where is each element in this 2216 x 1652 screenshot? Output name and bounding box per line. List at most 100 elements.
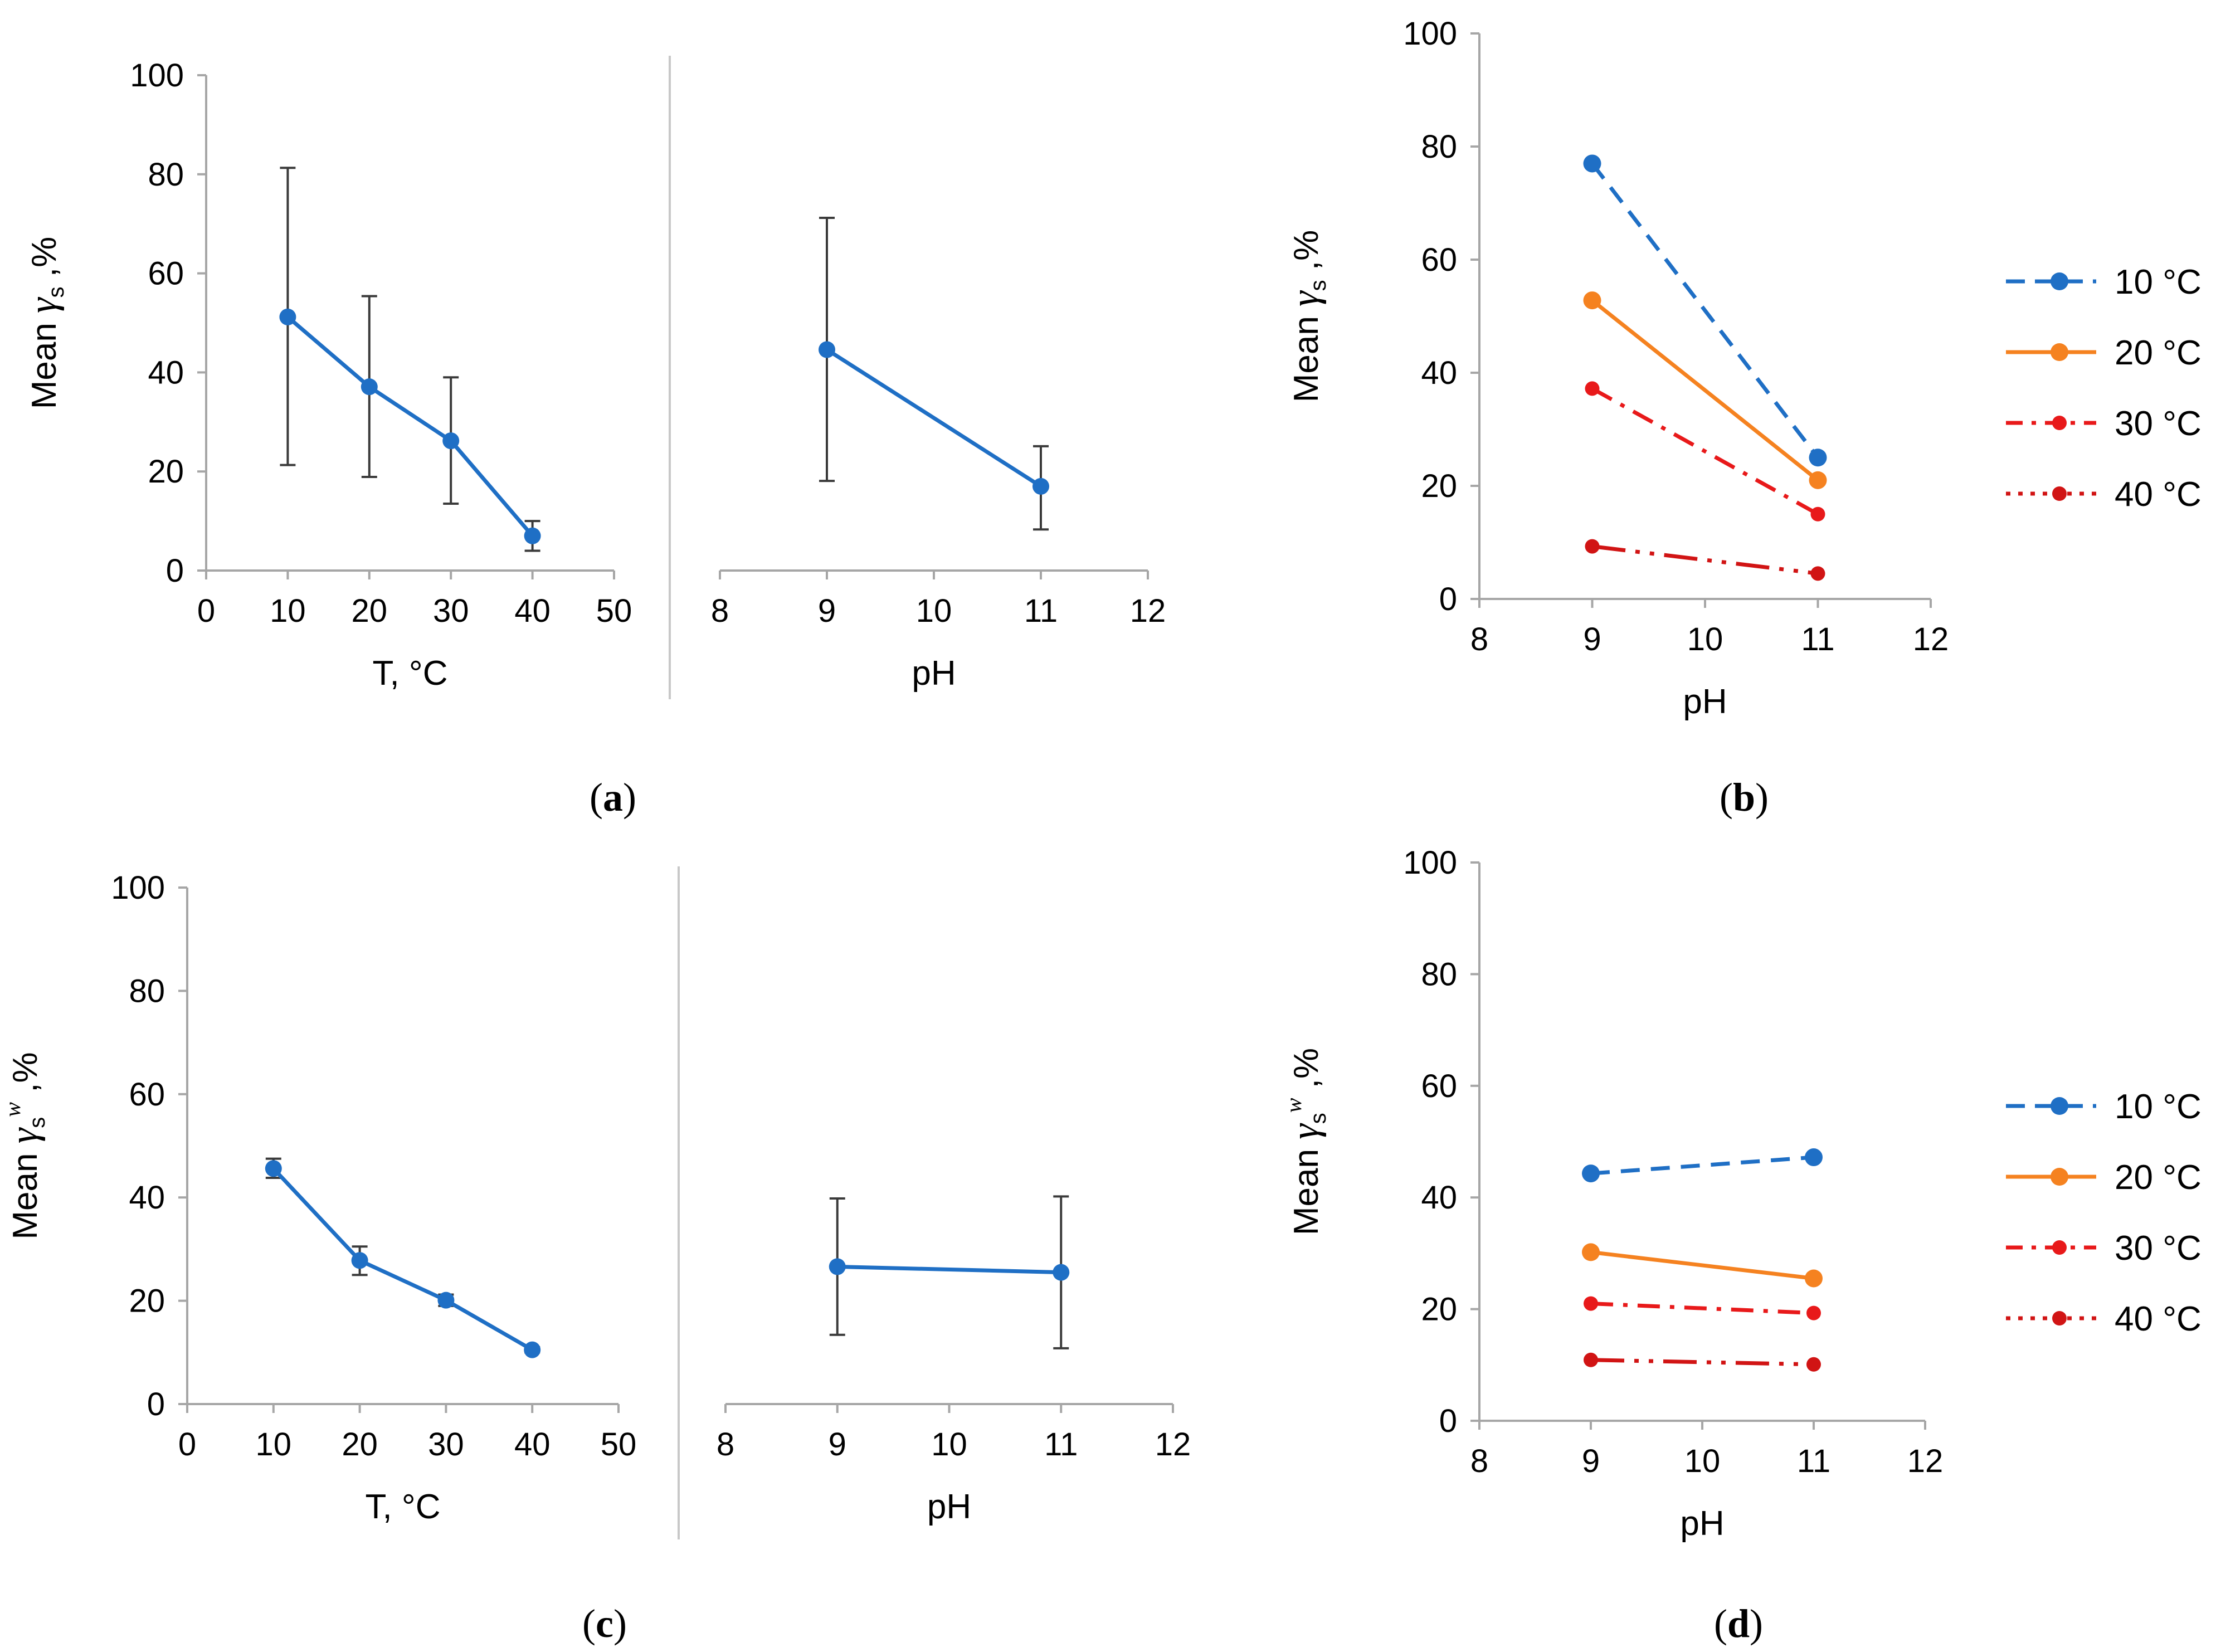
y-tick-label: 0 [1439, 1403, 1457, 1439]
y-axis-label: Mean γs ,% [1284, 230, 1331, 403]
y-label-subscript: s [1306, 1113, 1331, 1124]
x-tick-label: 11 [1024, 593, 1058, 629]
data-point [1584, 1296, 1598, 1311]
data-point [1805, 1148, 1823, 1167]
panel-label-paren-close: ) [1750, 1601, 1763, 1646]
x-tick-label: 20 [352, 593, 388, 629]
x-tick-label: 12 [1155, 1426, 1191, 1463]
x-tick-label: 30 [433, 593, 469, 629]
x-tick-label: 8 [717, 1426, 734, 1463]
panel-label-paren-open: ( [1720, 775, 1733, 820]
y-tick-label: 80 [1421, 129, 1457, 165]
y-tick-label: 40 [1421, 355, 1457, 391]
series-line-1 [1590, 1250, 1814, 1280]
y-tick-label: 40 [1421, 1180, 1457, 1216]
chart-a-temperature: 0 10 20 30 40 50 T, °C 0 20 40 60 80 100 Mean γs ,% [22, 57, 632, 693]
x-tick-label: 11 [1797, 1443, 1830, 1479]
data-point [351, 1252, 368, 1269]
x-tick-label: 40 [514, 1426, 551, 1463]
x-tick-label: 50 [601, 1426, 637, 1463]
y-tick-label: 100 [1403, 845, 1457, 881]
legend-label: 20 °C [2115, 334, 2202, 372]
series-line-3 [1592, 544, 1818, 576]
x-tick-label: 50 [596, 593, 632, 629]
legend-swatch-marker [2052, 1311, 2067, 1326]
data-point [437, 1292, 455, 1309]
panel-label-letter: b [1733, 775, 1755, 820]
series-line-0 [272, 1167, 533, 1352]
x-axis-label: pH [927, 1488, 971, 1526]
y-label-suffix: ,% [25, 237, 64, 287]
panel-label-paren-open: ( [590, 775, 603, 820]
y-label-symbol: γ [1284, 1123, 1327, 1139]
series-line-0 [286, 315, 534, 538]
legend-swatch-marker [2052, 1240, 2067, 1255]
x-tick-label: 10 [931, 1426, 967, 1463]
x-tick-label: 10 [1684, 1443, 1721, 1479]
data-point [1585, 381, 1600, 396]
data-point [1810, 506, 1825, 522]
series-line-1 [1591, 299, 1819, 482]
panel-label-letter: a [603, 775, 623, 820]
x-tick-label: 8 [1470, 1443, 1488, 1479]
data-point [1806, 1357, 1821, 1372]
data-point [829, 1258, 846, 1275]
y-label-symbol: γ [1284, 290, 1327, 306]
data-point [1583, 154, 1601, 173]
legend-label: 40 °C [2115, 475, 2202, 514]
x-tick-label: 30 [428, 1426, 464, 1463]
legend-label: 10 °C [2115, 263, 2202, 301]
series-line-0 [1590, 162, 1820, 459]
chart-d: 8 9 10 11 12 pH 0 20 40 60 80 100 Mean γsw ,% 10 °C 20… [1281, 845, 2202, 1543]
y-label-subscript: s [1306, 280, 1331, 291]
panel-label-a: (a) [590, 775, 636, 820]
x-axis-label: pH [1680, 1504, 1724, 1543]
x-axis-label: pH [1683, 683, 1727, 721]
y-tick-label: 100 [1403, 16, 1457, 52]
data-point [1806, 1305, 1821, 1320]
y-tick-label: 0 [166, 553, 184, 589]
legend-swatch-marker [2051, 272, 2068, 290]
chart-c-temperature: 0 10 20 30 40 50 T, °C 0 20 40 60 80 100 Mean γsw ,% [0, 870, 636, 1526]
data-point [1585, 539, 1600, 554]
y-tick-label: 20 [1421, 468, 1457, 504]
series-line-2 [1591, 387, 1819, 516]
x-tick-label: 12 [1130, 593, 1166, 629]
y-label-symbol: γ [22, 296, 65, 313]
data-point [279, 308, 296, 325]
data-point [265, 1160, 282, 1177]
series-line-0 [837, 1264, 1061, 1275]
data-point [1809, 471, 1827, 489]
y-label-prefix: Mean [25, 313, 64, 409]
data-point [442, 432, 460, 450]
chart-c-ph: 8 9 10 11 12 pH [717, 1195, 1191, 1526]
legend-label: 30 °C [2115, 405, 2202, 443]
series-line-0 [1590, 1155, 1814, 1176]
x-tick-label: 11 [1044, 1426, 1078, 1463]
legend-swatch-marker [2051, 343, 2068, 361]
y-tick-label: 80 [1421, 956, 1457, 992]
legend-swatch-marker [2051, 1168, 2068, 1186]
y-tick-label: 100 [130, 57, 184, 94]
x-axis-label: T, °C [372, 654, 447, 693]
x-tick-label: 12 [1907, 1443, 1944, 1479]
x-tick-label: 40 [514, 593, 551, 629]
data-point [1032, 477, 1049, 495]
data-point [819, 341, 835, 358]
data-point [1810, 566, 1825, 581]
legend-label: 10 °C [2115, 1088, 2202, 1126]
series-line-3 [1590, 1358, 1814, 1367]
legend-swatch-marker [2052, 416, 2067, 430]
x-tick-label: 10 [916, 593, 952, 629]
y-label-prefix: Mean [1287, 1139, 1326, 1235]
y-axis-label: Mean γsw ,% [1281, 1048, 1331, 1235]
panel-label-paren-close: ) [623, 775, 636, 820]
data-point [1809, 449, 1827, 467]
y-tick-label: 20 [148, 454, 184, 490]
x-tick-label: 10 [256, 1426, 292, 1463]
panel-label-paren-open: ( [1714, 1601, 1727, 1646]
data-point [1584, 1352, 1598, 1367]
y-label-suffix: ,% [6, 1052, 45, 1102]
x-tick-label: 0 [197, 593, 215, 629]
y-axis-label: Mean γsw ,% [0, 1052, 50, 1239]
